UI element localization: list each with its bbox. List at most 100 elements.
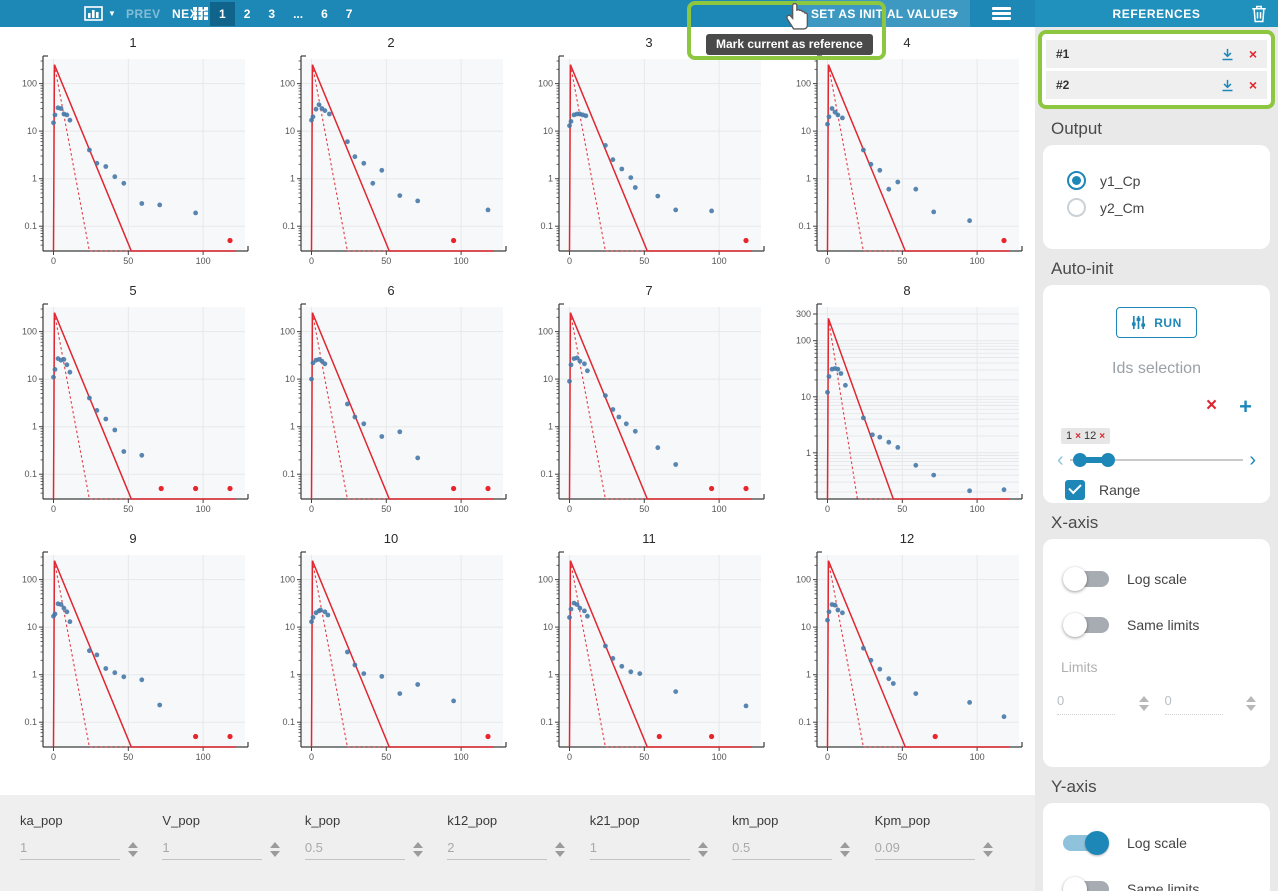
parameter-input-k21_pop[interactable] (589, 838, 690, 860)
set-as-initial-values-button[interactable]: SET AS INITIAL VALUES (797, 0, 971, 27)
x-same-limits-toggle[interactable] (1063, 613, 1109, 637)
parameter-input-km_pop[interactable] (732, 838, 833, 860)
parameter-name: Kpm_pop (874, 813, 931, 828)
chart-type-dropdown[interactable]: ▼ (84, 6, 116, 21)
svg-text:0.1: 0.1 (798, 717, 811, 727)
x-limit-max-input[interactable] (1164, 691, 1223, 715)
chip-remove-icon[interactable]: × (1099, 430, 1106, 442)
parameter-bar: ka_pop V_pop k_pop k12_pop k21_pop km_pop Kpm_… (0, 795, 1035, 891)
prev-page-button[interactable]: PREV (126, 6, 161, 21)
page-button-3[interactable]: 3 (268, 6, 276, 21)
subplot-12[interactable]: 12 0.1 1 10 100 0 50 100 (778, 529, 1036, 777)
radio-unselected-icon[interactable] (1067, 198, 1086, 217)
chevron-down-icon: ▼ (108, 9, 116, 18)
svg-text:50: 50 (381, 256, 391, 266)
subplot-1[interactable]: 1 0.1 1 10 100 0 50 100 (4, 33, 262, 281)
x-limit-max-stepper[interactable] (1246, 695, 1256, 711)
parameter-stepper[interactable] (128, 841, 138, 857)
svg-text:0.1: 0.1 (540, 221, 553, 231)
subplot-title: 10 (383, 531, 399, 546)
svg-text:100: 100 (280, 327, 295, 337)
parameter-stepper[interactable] (697, 841, 708, 857)
output-option-label: y1_Cp (1100, 172, 1141, 189)
svg-text:100: 100 (970, 752, 985, 762)
download-reference-icon[interactable] (1220, 47, 1235, 62)
subplot-10[interactable]: 10 0.1 1 10 100 0 50 100 (262, 529, 520, 777)
radio-selected-icon[interactable] (1067, 171, 1086, 190)
trash-icon[interactable] (1250, 4, 1268, 24)
parameter-field-k_pop: k_pop (304, 813, 435, 891)
range-checkbox-row[interactable]: Range (1065, 480, 1256, 500)
subplot-4[interactable]: 4 0.1 1 10 100 0 50 100 (778, 33, 1036, 281)
output-option-y2_Cm[interactable]: y2_Cm (1067, 198, 1256, 217)
references-title: REFERENCES (1112, 6, 1201, 21)
svg-text:1: 1 (32, 670, 37, 680)
slider-knob-end[interactable] (1100, 453, 1115, 467)
subplot-6[interactable]: 6 0.1 1 10 100 0 50 100 (262, 281, 520, 529)
svg-text:0: 0 (309, 504, 314, 514)
page-button-6[interactable]: 6 (321, 6, 328, 21)
menu-icon[interactable] (992, 7, 1011, 22)
subplot-11[interactable]: 11 0.1 1 10 100 0 50 100 (520, 529, 778, 777)
svg-text:0: 0 (309, 256, 314, 266)
set-initial-dropdown-caret[interactable]: ▼ (951, 9, 960, 19)
parameter-input-ka_pop[interactable] (20, 838, 120, 860)
subplot-2[interactable]: 2 0.1 1 10 100 0 50 100 (262, 33, 520, 281)
add-ids-icon[interactable]: + (1239, 394, 1252, 419)
parameter-name: ka_pop (20, 813, 63, 828)
slider-knob-start[interactable] (1073, 453, 1088, 467)
parameter-stepper[interactable] (982, 841, 993, 857)
parameter-input-Kpm_pop[interactable] (874, 838, 975, 860)
subplot-3[interactable]: 3 0.1 1 10 100 0 50 100 (520, 33, 778, 281)
parameter-stepper[interactable] (270, 841, 281, 857)
parameter-input-k12_pop[interactable] (447, 838, 548, 860)
svg-text:0.1: 0.1 (282, 717, 295, 727)
parameter-input-V_pop[interactable] (162, 838, 263, 860)
parameter-name: k21_pop (589, 813, 640, 828)
run-button[interactable]: RUN (1116, 307, 1197, 338)
page-button-7[interactable]: 7 (345, 6, 353, 21)
grid-layout-icon (193, 7, 208, 20)
svg-text:0.1: 0.1 (24, 469, 37, 479)
download-reference-icon[interactable] (1220, 78, 1235, 93)
subplot-5[interactable]: 5 0.1 1 10 100 0 50 100 (4, 281, 262, 529)
svg-text:50: 50 (123, 504, 133, 514)
slider-right-chevron-icon[interactable]: › (1249, 449, 1256, 471)
delete-reference-icon[interactable]: × (1248, 77, 1257, 93)
ids-range-slider[interactable] (1069, 453, 1244, 467)
x-limit-min-input[interactable] (1057, 691, 1115, 715)
next-page-button[interactable]: NEXT (172, 6, 207, 21)
subplot-7[interactable]: 7 0.1 1 10 100 0 50 100 (520, 281, 778, 529)
auto-init-section-title: Auto-init (1051, 259, 1114, 278)
x-limit-min-stepper[interactable] (1138, 695, 1149, 711)
subplot-title: 2 (387, 35, 395, 50)
y-same-limits-toggle[interactable] (1063, 877, 1109, 891)
svg-text:0: 0 (51, 256, 56, 266)
x-log-scale-toggle[interactable] (1063, 567, 1109, 591)
reference-row-1[interactable]: #1 × (1046, 40, 1267, 68)
reference-row-2[interactable]: #2 × (1046, 71, 1267, 99)
page-button-1[interactable]: 1 (210, 1, 235, 26)
delete-reference-icon[interactable]: × (1248, 46, 1257, 62)
slider-left-chevron-icon[interactable]: ‹ (1057, 449, 1064, 471)
svg-text:10: 10 (285, 374, 295, 384)
page-button-...[interactable]: ... (293, 6, 304, 21)
subplot-8[interactable]: 8 1 10 100 300 0 50 100 (778, 281, 1036, 529)
parameter-stepper[interactable] (555, 841, 566, 857)
y-log-scale-toggle[interactable] (1063, 831, 1109, 855)
parameter-stepper[interactable] (412, 841, 423, 857)
x-same-limits-label: Same limits (1127, 617, 1200, 633)
x-log-scale-label: Log scale (1127, 571, 1187, 587)
clear-ids-icon[interactable]: × (1206, 395, 1218, 416)
chip-remove-icon[interactable]: × (1075, 430, 1081, 442)
subplot-9[interactable]: 9 0.1 1 10 100 0 50 100 (4, 529, 262, 777)
parameter-input-k_pop[interactable] (304, 838, 405, 860)
x-limits-row (1057, 691, 1256, 715)
output-option-y1_Cp[interactable]: y1_Cp (1067, 171, 1256, 190)
parameter-stepper[interactable] (840, 841, 851, 857)
svg-text:100: 100 (796, 575, 811, 585)
svg-text:10: 10 (801, 392, 811, 402)
page-button-2[interactable]: 2 (243, 6, 251, 21)
range-checkbox[interactable] (1065, 480, 1085, 500)
plots-grid: 1 0.1 1 10 100 0 50 100 2 0.1 1 10 100 0 50 100 3 0.1 1 10 1… (0, 27, 1035, 777)
